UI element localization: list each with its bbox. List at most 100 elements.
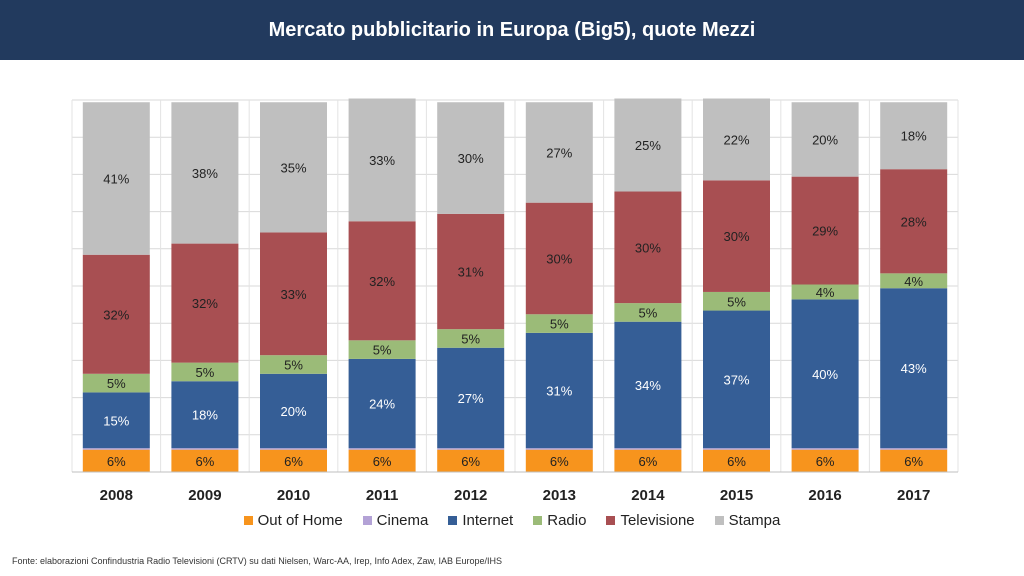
legend-label: Televisione	[620, 512, 695, 529]
bar-segment-out-of-home	[791, 449, 859, 472]
bar-segment-internet	[348, 358, 416, 449]
data-label: 25%	[635, 138, 661, 153]
x-tick-label: 2015	[720, 487, 753, 504]
legend-label: Out of Home	[257, 512, 343, 529]
legend-swatch	[362, 516, 372, 525]
bar-segment-out-of-home	[171, 449, 239, 472]
data-label: 5%	[196, 365, 215, 380]
data-label: 41%	[103, 171, 129, 186]
bar-segment-out-of-home	[260, 449, 327, 472]
data-label: 32%	[369, 274, 395, 289]
bar-segment-televisione	[437, 213, 505, 330]
x-tick-label: 2011	[366, 487, 399, 504]
bar-segment-out-of-home	[82, 449, 150, 472]
bar-segment-radio	[703, 291, 770, 311]
bar-segment-stampa	[260, 102, 327, 233]
data-label: 4%	[904, 274, 923, 289]
bar-segment-televisione	[791, 176, 859, 285]
bar-segment-stampa	[703, 98, 770, 181]
data-label: 43%	[901, 361, 927, 376]
bar-segment-televisione	[348, 221, 416, 341]
bar-segment-stampa	[82, 102, 150, 255]
data-label: 5%	[461, 331, 480, 346]
bar-segment-televisione	[82, 254, 150, 374]
x-tick-label: 2008	[100, 487, 133, 504]
data-label: 35%	[280, 160, 306, 175]
bar-segment-internet	[525, 332, 593, 449]
bar-segment-cinema	[525, 448, 593, 450]
bar-segment-out-of-home	[437, 449, 505, 472]
data-label: 28%	[901, 214, 927, 229]
data-label: 40%	[812, 367, 838, 382]
bar-segment-cinema	[703, 448, 770, 450]
data-label: 32%	[192, 296, 218, 311]
bar-segment-stampa	[880, 102, 948, 170]
legend-item: Cinema	[362, 512, 429, 529]
legend-label: Radio	[547, 512, 587, 529]
legend-swatch	[714, 516, 724, 525]
x-tick-label: 2013	[543, 487, 576, 504]
data-label: 6%	[461, 454, 480, 469]
bar-segment-televisione	[171, 243, 239, 363]
bar-segment-cinema	[437, 448, 505, 450]
source-note: Fonte: elaborazioni Confindustria Radio …	[12, 556, 503, 566]
bar-segment-internet	[614, 321, 682, 449]
legend-item: Radio	[533, 512, 586, 529]
data-label: 20%	[280, 404, 306, 419]
data-label: 6%	[550, 454, 569, 469]
data-label: 30%	[635, 240, 661, 255]
bar-segment-cinema	[260, 448, 327, 450]
x-tick-label: 2016	[808, 487, 841, 504]
bar-segment-internet	[880, 288, 948, 449]
data-label: 6%	[284, 454, 303, 469]
legend-swatch	[243, 516, 253, 525]
bar-segment-stampa	[437, 102, 505, 214]
bar-segment-internet	[703, 310, 770, 449]
bar-segment-televisione	[614, 191, 682, 304]
legend-label: Cinema	[376, 512, 429, 529]
title-banner: Mercato pubblicitario in Europa (Big5), …	[0, 0, 1024, 60]
data-label: 30%	[546, 251, 572, 266]
bar-segment-radio	[880, 273, 948, 289]
data-label: 22%	[723, 132, 749, 147]
legend-item: Out of Home	[243, 512, 343, 529]
bar-segment-out-of-home	[880, 449, 948, 472]
bar-segment-internet	[82, 392, 150, 449]
bar-segment-radio	[614, 303, 682, 322]
legend-label: Stampa	[728, 512, 781, 529]
data-label: 5%	[373, 343, 392, 358]
x-tick-label: 2009	[188, 487, 221, 504]
bar-segment-televisione	[260, 232, 327, 356]
x-tick-label: 2014	[631, 487, 665, 504]
data-label: 6%	[816, 454, 835, 469]
bar-segment-radio	[791, 284, 859, 300]
bar-segment-cinema	[171, 448, 239, 450]
data-label: 20%	[812, 132, 838, 147]
bar-segment-stampa	[791, 102, 859, 177]
data-label: 27%	[458, 391, 484, 406]
legend-item: Televisione	[606, 512, 695, 529]
bar-segment-out-of-home	[703, 449, 770, 472]
data-label: 24%	[369, 397, 395, 412]
data-label: 5%	[107, 376, 126, 391]
bar-segment-cinema	[791, 448, 859, 450]
data-label: 33%	[280, 287, 306, 302]
data-label: 32%	[103, 307, 129, 322]
legend-item: Stampa	[714, 512, 781, 529]
data-label: 30%	[458, 151, 484, 166]
data-label: 37%	[723, 372, 749, 387]
bar-segment-out-of-home	[348, 449, 416, 472]
data-label: 6%	[727, 454, 746, 469]
bar-segment-cinema	[614, 448, 682, 450]
bar-segment-cinema	[348, 448, 416, 450]
data-label: 34%	[635, 378, 661, 393]
data-label: 4%	[816, 285, 835, 300]
x-tick-label: 2010	[277, 487, 310, 504]
bar-segment-cinema	[880, 448, 948, 450]
data-label: 5%	[284, 357, 303, 372]
legend-label: Internet	[462, 512, 514, 529]
stacked-bar-chart: 6% 15% 5% 32% 41% 2008 6% 18% 5% 32% 38% 2009 6% 20% 5…	[71, 98, 959, 504]
data-label: 38%	[192, 166, 218, 181]
chart-title: Mercato pubblicitario in Europa (Big5), …	[268, 18, 756, 41]
x-tick-label: 2017	[897, 487, 930, 504]
